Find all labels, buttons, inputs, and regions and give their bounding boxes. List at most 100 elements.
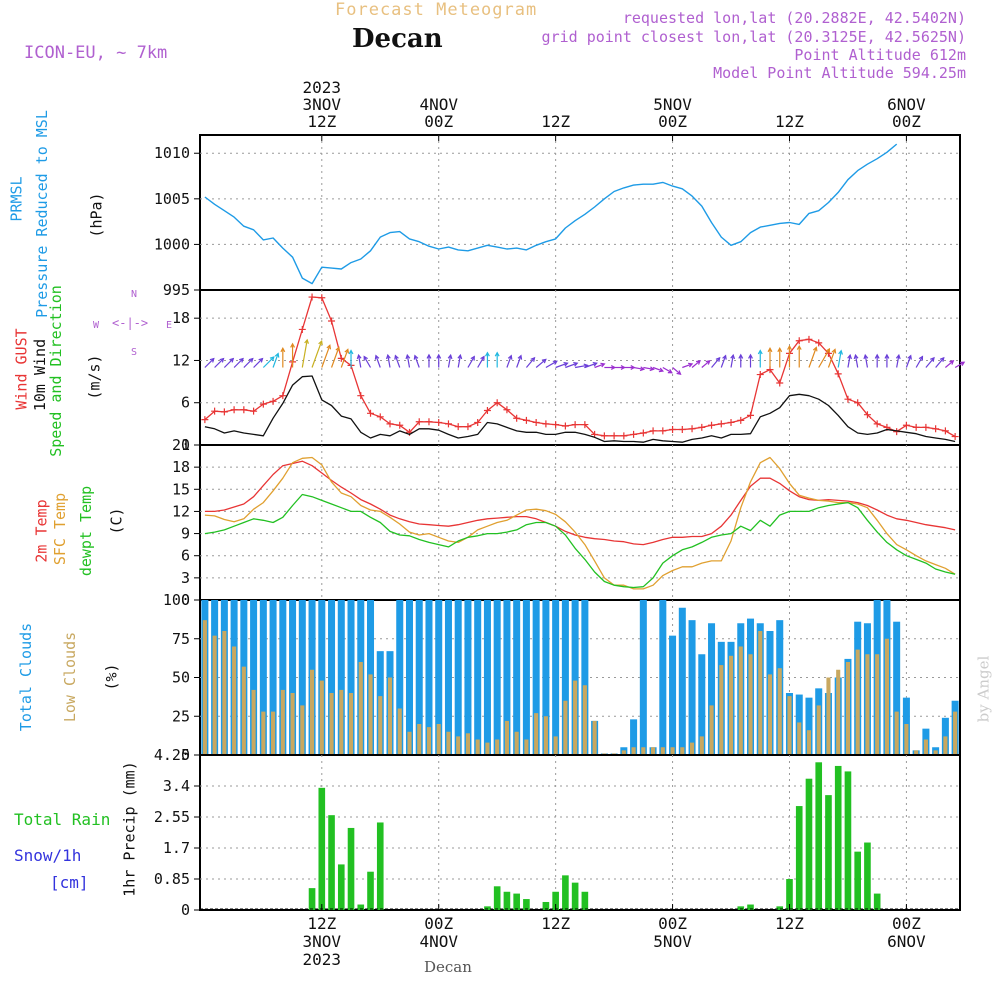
- wind-arrow: [730, 354, 734, 368]
- wind-arrow-head: [757, 349, 763, 355]
- low-cloud-bar: [855, 649, 860, 755]
- low-cloud-bar: [709, 705, 714, 755]
- gust-marker: [669, 426, 677, 433]
- panel-frame-precipitation: [199, 754, 961, 911]
- wind-arrow-head: [413, 354, 419, 360]
- clouds-total-label: Total Clouds: [17, 622, 36, 732]
- wind-arrow: [363, 356, 372, 368]
- gust-marker: [211, 407, 219, 415]
- total-cloud-bar: [552, 600, 560, 755]
- wind-arrow: [262, 356, 275, 368]
- low-cloud-bar: [251, 689, 256, 755]
- wind-arrow-head: [695, 360, 701, 365]
- wind-arrow-head: [363, 355, 368, 361]
- wind-arrow: [691, 360, 701, 368]
- low-cloud-bar: [319, 680, 324, 755]
- low-cloud-bar: [777, 668, 782, 755]
- low-cloud-bar: [261, 711, 266, 755]
- low-cloud-bar: [670, 747, 675, 755]
- total-cloud-bar: [464, 600, 472, 755]
- wind-arrow-head: [335, 346, 341, 352]
- gust-marker: [386, 420, 394, 428]
- gust-marker: [561, 422, 569, 430]
- low-cloud-bar: [543, 716, 548, 755]
- watermark: by Angel: [974, 655, 993, 723]
- gust-marker: [552, 421, 560, 429]
- total-cloud-bar: [532, 600, 540, 755]
- wind-arrow-head: [738, 353, 744, 359]
- wind-arrow: [954, 361, 965, 369]
- pressure-label-prmsl: PRMSL: [7, 176, 26, 222]
- rain-bar: [581, 891, 589, 910]
- total-cloud-bar: [474, 600, 482, 755]
- panel-frame-wind: [199, 289, 961, 446]
- panel-frame-temperature: [199, 444, 961, 601]
- wind-arrow: [584, 362, 597, 369]
- low-cloud-bar: [651, 747, 656, 755]
- rain-bar: [844, 771, 852, 910]
- total-cloud-bar: [279, 600, 287, 755]
- wind-arrow: [394, 355, 401, 368]
- compass-w: W: [93, 320, 100, 331]
- ytick-label-temperature: 15: [172, 480, 190, 498]
- low-cloud-bar: [748, 654, 753, 755]
- wind-arrow-head: [280, 347, 286, 353]
- ytick-label-pressure: 995: [163, 281, 190, 299]
- pressure-line: [204, 143, 898, 285]
- low-cloud-bar: [690, 742, 695, 755]
- wind-arrow-head: [688, 362, 694, 368]
- total-cloud-bar: [893, 621, 901, 755]
- total-cloud-bar: [435, 600, 443, 755]
- temp-dewpt-line: [204, 493, 956, 589]
- ytick-label-pressure: 1000: [154, 235, 190, 253]
- wind-arrow-head: [884, 353, 890, 359]
- rain-bar: [513, 893, 520, 910]
- ytick-label-precipitation: 0: [181, 901, 190, 919]
- gust-marker: [854, 399, 862, 407]
- rain-bar: [542, 901, 550, 910]
- wind-arrow: [837, 350, 842, 368]
- wind-arrow-head: [344, 348, 350, 354]
- wind-arrow-head: [517, 354, 523, 360]
- header-point-altitude: Point Altitude 612m: [794, 46, 966, 64]
- rain-bar: [503, 891, 511, 910]
- header-grid-point: grid point closest lon,lat (20.3125E, 42…: [541, 28, 966, 46]
- low-cloud-bar: [573, 680, 578, 755]
- wind-gust-label: Wind GUST: [12, 328, 31, 410]
- wind-arrow: [847, 354, 851, 368]
- wind-arrow: [223, 358, 234, 368]
- total-cloud-bar: [678, 607, 686, 755]
- wind-arrow: [204, 358, 215, 368]
- header-location: Decan: [352, 24, 443, 54]
- wind-arrow-head: [426, 353, 432, 359]
- gust-marker: [230, 406, 238, 414]
- total-cloud-bar: [561, 600, 569, 755]
- wind-arrow-head: [722, 354, 727, 360]
- low-cloud-bar: [368, 674, 373, 755]
- gust-marker: [435, 418, 443, 426]
- clouds-low-label: Low Clouds: [61, 631, 80, 723]
- wind-arrow-head: [825, 347, 831, 353]
- total-cloud-bar: [503, 600, 511, 755]
- wind-arrow-head: [348, 349, 354, 355]
- gust-marker: [308, 293, 316, 301]
- time-label-top: 3NOV: [303, 95, 342, 114]
- time-label-top: 00Z: [424, 112, 453, 131]
- ytick-label-temperature: 0: [181, 591, 190, 609]
- wind-arrow: [506, 355, 512, 368]
- wind-arrow-head: [290, 342, 296, 348]
- rain-bar: [786, 879, 793, 910]
- gust-marker: [600, 432, 608, 440]
- low-cloud-bar: [923, 739, 928, 755]
- gust-marker: [717, 420, 725, 428]
- low-cloud-bar: [738, 646, 743, 755]
- gust-marker: [873, 420, 881, 428]
- gust-marker: [815, 339, 823, 347]
- low-cloud-bar: [310, 669, 315, 755]
- wind-arrow: [311, 340, 323, 368]
- gust-marker: [747, 411, 755, 419]
- low-cloud-bar: [329, 693, 334, 755]
- wind-arrow-head: [767, 347, 773, 353]
- total-cloud-bar: [805, 697, 813, 755]
- ytick-label-wind: 18: [172, 309, 190, 327]
